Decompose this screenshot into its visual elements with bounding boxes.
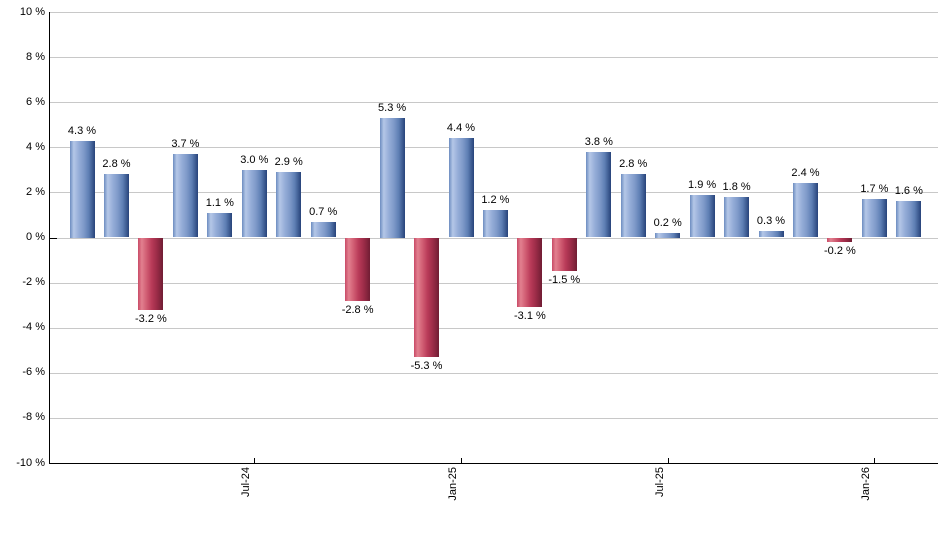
gridline--8pct bbox=[50, 417, 938, 419]
plot-area: 4.3 % 2.8 % -3.2 % 3.7 % 1.1 % 3.0 % 2.9 % 0.7 … bbox=[49, 12, 938, 464]
y-axis-label--10: -10 % bbox=[16, 456, 45, 469]
bar-9 bbox=[345, 237, 371, 301]
y-axis-label-2: 2 % bbox=[26, 185, 45, 198]
bar-value-label: -2.8 % bbox=[341, 303, 374, 316]
bar-12 bbox=[448, 138, 474, 238]
bar-15 bbox=[551, 237, 577, 272]
x-axis-tick-Jul-25 bbox=[667, 458, 669, 463]
bar-value-label: -3.2 % bbox=[134, 312, 167, 325]
gridline-0pct bbox=[50, 237, 938, 239]
bar-value-label: 2.8 % bbox=[619, 158, 648, 171]
y-axis-label--2: -2 % bbox=[22, 276, 45, 289]
bar-value-label: 3.8 % bbox=[584, 135, 613, 148]
zero-line-tick bbox=[50, 237, 57, 239]
bar-8 bbox=[310, 221, 336, 238]
bar-value-label: 0.2 % bbox=[653, 217, 682, 229]
y-axis-label-6: 6 % bbox=[26, 95, 45, 108]
x-axis-label-Jan-25: Jan-25 bbox=[447, 467, 459, 501]
bar-4 bbox=[172, 154, 198, 238]
bar-value-label: 3.0 % bbox=[240, 153, 269, 166]
bar-value-label: 1.6 % bbox=[894, 185, 923, 198]
y-axis-label--8: -8 % bbox=[22, 411, 45, 424]
y-axis-label-8: 8 % bbox=[26, 50, 45, 63]
bar-16 bbox=[586, 151, 612, 238]
bar-20 bbox=[724, 196, 750, 238]
bar-17 bbox=[620, 174, 646, 238]
x-axis-tick-Jan-25 bbox=[461, 458, 462, 463]
bar-22 bbox=[793, 183, 818, 238]
bar-5 bbox=[207, 212, 233, 238]
bar-11 bbox=[414, 237, 439, 357]
x-axis-tick-Jan-26 bbox=[874, 458, 876, 463]
bar-13 bbox=[482, 210, 508, 238]
bar-24 bbox=[861, 199, 887, 238]
gridline-6pct bbox=[50, 102, 938, 104]
bar-value-label: 4.3 % bbox=[67, 124, 97, 137]
gridline--6pct bbox=[50, 372, 938, 374]
gridline-2pct bbox=[50, 192, 938, 194]
bar-value-label: 2.8 % bbox=[102, 158, 131, 171]
bar-value-label: 2.4 % bbox=[791, 167, 820, 180]
bar-10 bbox=[379, 118, 405, 238]
y-axis-label-4: 4 % bbox=[26, 140, 45, 153]
bar-value-label: -3.1 % bbox=[513, 310, 546, 323]
bar-value-label: -0.2 % bbox=[823, 245, 856, 257]
bar-7 bbox=[276, 172, 302, 238]
y-axis-label--4: -4 % bbox=[22, 321, 45, 334]
bar-value-label: 1.9 % bbox=[688, 178, 717, 191]
bar-25 bbox=[896, 201, 922, 238]
bar-value-label: 1.8 % bbox=[722, 180, 751, 193]
y-axis-label--6: -6 % bbox=[22, 366, 45, 379]
bar-value-label: -5.3 % bbox=[410, 360, 443, 372]
bar-value-label: 1.1 % bbox=[205, 196, 234, 209]
x-axis-tick-Jul-24 bbox=[254, 458, 256, 463]
bar-value-label: 3.7 % bbox=[171, 138, 200, 151]
bar-value-label: 5.3 % bbox=[378, 102, 407, 114]
bar-3 bbox=[138, 237, 164, 310]
bar-21 bbox=[758, 230, 784, 238]
gridline--4pct bbox=[50, 327, 938, 329]
gridline-4pct bbox=[50, 147, 938, 149]
bar-value-label: -1.5 % bbox=[548, 274, 581, 287]
bar-value-label: 2.9 % bbox=[274, 156, 303, 169]
gridline-10pct bbox=[50, 12, 938, 13]
bar-19 bbox=[689, 194, 715, 238]
bar-value-label: 1.7 % bbox=[860, 183, 889, 196]
gridline--2pct bbox=[50, 282, 938, 284]
bar-23 bbox=[827, 237, 853, 242]
y-axis-label-10: 10 % bbox=[19, 5, 45, 18]
bar-value-label: 0.7 % bbox=[309, 205, 338, 218]
bar-value-label: 4.4 % bbox=[446, 122, 476, 135]
bar-18 bbox=[655, 233, 681, 238]
x-axis-label-Jul-24: Jul-24 bbox=[240, 467, 253, 497]
x-axis-label-Jan-26: Jan-26 bbox=[860, 467, 873, 501]
bar-1 bbox=[69, 140, 95, 238]
bar-2 bbox=[104, 174, 129, 238]
bar-14 bbox=[517, 237, 543, 308]
bar-value-label: 1.2 % bbox=[481, 194, 510, 207]
y-axis-label-0: 0 % bbox=[26, 231, 45, 243]
bar-6 bbox=[241, 169, 267, 238]
gridline-8pct bbox=[50, 57, 938, 59]
bar-value-label: 0.3 % bbox=[756, 214, 786, 227]
x-axis-label-Jul-25: Jul-25 bbox=[653, 467, 666, 497]
